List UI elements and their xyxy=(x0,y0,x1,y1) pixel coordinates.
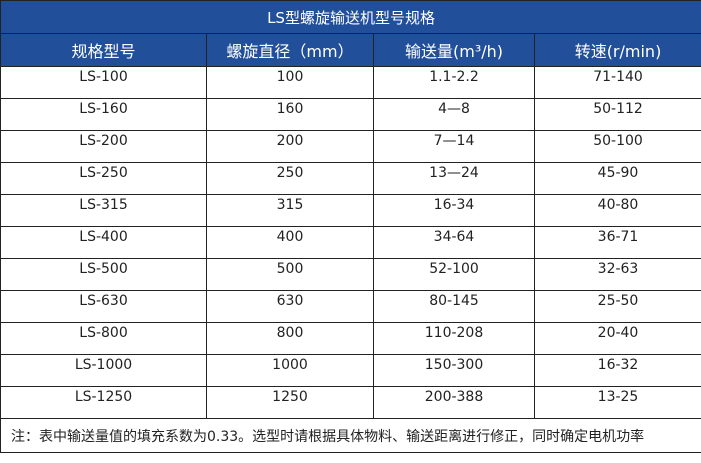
cell-diameter: 1000 xyxy=(206,354,374,387)
cell-model: LS-800 xyxy=(0,322,207,355)
table-row: LS-100 100 1.1-2.2 71-140 xyxy=(0,66,701,99)
cell-diameter: 250 xyxy=(206,162,374,195)
table-title: LS型螺旋输送机型号规格 xyxy=(0,0,701,34)
cell-model: LS-1000 xyxy=(0,354,207,387)
cell-speed: 36-71 xyxy=(533,226,701,259)
cell-speed: 40-80 xyxy=(533,194,701,227)
table-row: LS-1250 1250 200-388 13-25 xyxy=(0,386,701,419)
header-speed: 转速(r/min) xyxy=(533,33,701,67)
cell-model: LS-200 xyxy=(0,130,207,163)
cell-model: LS-160 xyxy=(0,98,207,131)
cell-capacity: 80-145 xyxy=(373,290,535,323)
table-row: LS-400 400 34-64 36-71 xyxy=(0,226,701,259)
cell-diameter: 200 xyxy=(206,130,374,163)
table-row: LS-160 160 4—8 50-112 xyxy=(0,98,701,131)
cell-capacity: 4—8 xyxy=(373,98,535,131)
cell-capacity: 34-64 xyxy=(373,226,535,259)
cell-speed: 71-140 xyxy=(533,66,701,99)
cell-capacity: 16-34 xyxy=(373,194,535,227)
cell-capacity: 1.1-2.2 xyxy=(373,66,535,99)
cell-capacity: 7—14 xyxy=(373,130,535,163)
cell-speed: 25-50 xyxy=(533,290,701,323)
cell-model: LS-1250 xyxy=(0,386,207,419)
cell-diameter: 160 xyxy=(206,98,374,131)
cell-capacity: 52-100 xyxy=(373,258,535,291)
cell-model: LS-100 xyxy=(0,66,207,99)
cell-diameter: 1250 xyxy=(206,386,374,419)
table-row: LS-315 315 16-34 40-80 xyxy=(0,194,701,227)
cell-speed: 20-40 xyxy=(533,322,701,355)
cell-diameter: 500 xyxy=(206,258,374,291)
cell-model: LS-400 xyxy=(0,226,207,259)
cell-diameter: 400 xyxy=(206,226,374,259)
cell-speed: 50-112 xyxy=(533,98,701,131)
cell-model: LS-500 xyxy=(0,258,207,291)
cell-diameter: 630 xyxy=(206,290,374,323)
cell-capacity: 200-388 xyxy=(373,386,535,419)
table-row: LS-630 630 80-145 25-50 xyxy=(0,290,701,323)
cell-diameter: 315 xyxy=(206,194,374,227)
cell-diameter: 800 xyxy=(206,322,374,355)
header-row: 规格型号 螺旋直径（mm） 输送量(m³/h) 转速(r/min) xyxy=(0,33,701,67)
cell-speed: 13-25 xyxy=(533,386,701,419)
cell-capacity: 13—24 xyxy=(373,162,535,195)
cell-capacity: 110-208 xyxy=(373,322,535,355)
cell-model: LS-250 xyxy=(0,162,207,195)
table-row: LS-800 800 110-208 20-40 xyxy=(0,322,701,355)
cell-speed: 32-63 xyxy=(533,258,701,291)
table-row: LS-1000 1000 150-300 16-32 xyxy=(0,354,701,387)
cell-model: LS-315 xyxy=(0,194,207,227)
table-row: LS-500 500 52-100 32-63 xyxy=(0,258,701,291)
cell-speed: 50-100 xyxy=(533,130,701,163)
spec-table: LS型螺旋输送机型号规格 规格型号 螺旋直径（mm） 输送量(m³/h) 转速(… xyxy=(0,0,701,453)
cell-diameter: 100 xyxy=(206,66,374,99)
table-row: LS-250 250 13—24 45-90 xyxy=(0,162,701,195)
header-diameter: 螺旋直径（mm） xyxy=(206,33,374,67)
cell-model: LS-630 xyxy=(0,290,207,323)
cell-capacity: 150-300 xyxy=(373,354,535,387)
cell-speed: 16-32 xyxy=(533,354,701,387)
header-capacity: 输送量(m³/h) xyxy=(373,33,535,67)
header-model: 规格型号 xyxy=(0,33,207,67)
table-note: 注：表中输送量值的填充系数为0.33。选型时请根据具体物料、输送距离进行修正，同… xyxy=(0,418,701,453)
cell-speed: 45-90 xyxy=(533,162,701,195)
table-row: LS-200 200 7—14 50-100 xyxy=(0,130,701,163)
